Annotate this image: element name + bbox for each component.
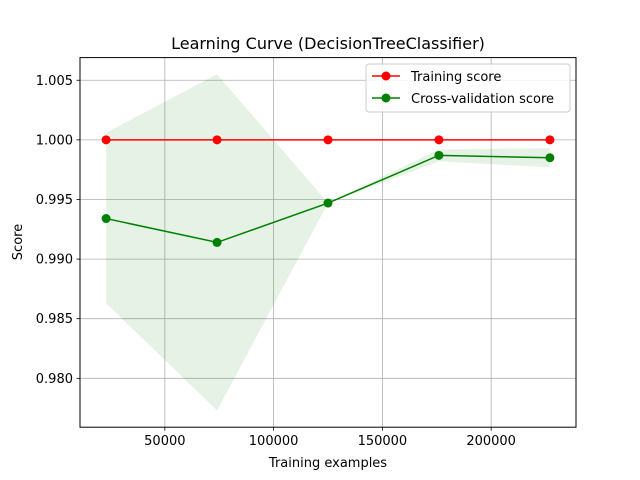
x-tick-label: 100000 [249, 434, 299, 449]
legend-cv-marker [381, 93, 391, 103]
legend-training-marker [381, 71, 391, 81]
cv-score-point [212, 237, 222, 247]
x-tick-label: 200000 [466, 434, 516, 449]
cv-score-point [434, 150, 444, 160]
training-score-point [434, 135, 444, 145]
y-tick-label: 1.000 [36, 133, 73, 148]
legend-cv-label: Cross-validation score [411, 92, 554, 107]
y-tick-label: 1.005 [36, 74, 73, 89]
cv-score-point [101, 214, 111, 224]
training-score-point [101, 135, 111, 145]
training-score-point [545, 135, 555, 145]
x-axis-ticks: 50000 100000 150000 200000 [144, 427, 516, 449]
y-tick-label: 0.990 [36, 253, 73, 268]
cv-score-point [323, 198, 333, 208]
series-markers [101, 135, 555, 247]
training-score-point [323, 135, 333, 145]
y-axis-label: Score [11, 224, 26, 260]
chart-title: Learning Curve (DecisionTreeClassifier) [171, 34, 485, 53]
legend-training-label: Training score [410, 70, 501, 85]
y-tick-label: 0.980 [36, 372, 73, 387]
training-score-point [212, 135, 222, 145]
x-axis-label: Training examples [268, 456, 387, 471]
legend: Training score Cross-validation score [365, 63, 571, 113]
legend-frame [365, 63, 571, 113]
plot-area-background [80, 57, 576, 428]
plot-frame [79, 57, 577, 428]
cv-score-point [545, 153, 555, 163]
y-axis-ticks: 0.980 0.985 0.990 0.995 1.000 1.005 [36, 74, 80, 387]
x-tick-label: 150000 [358, 434, 408, 449]
y-tick-label: 0.985 [36, 312, 73, 327]
y-tick-label: 0.995 [36, 193, 73, 208]
x-tick-label: 50000 [144, 434, 185, 449]
